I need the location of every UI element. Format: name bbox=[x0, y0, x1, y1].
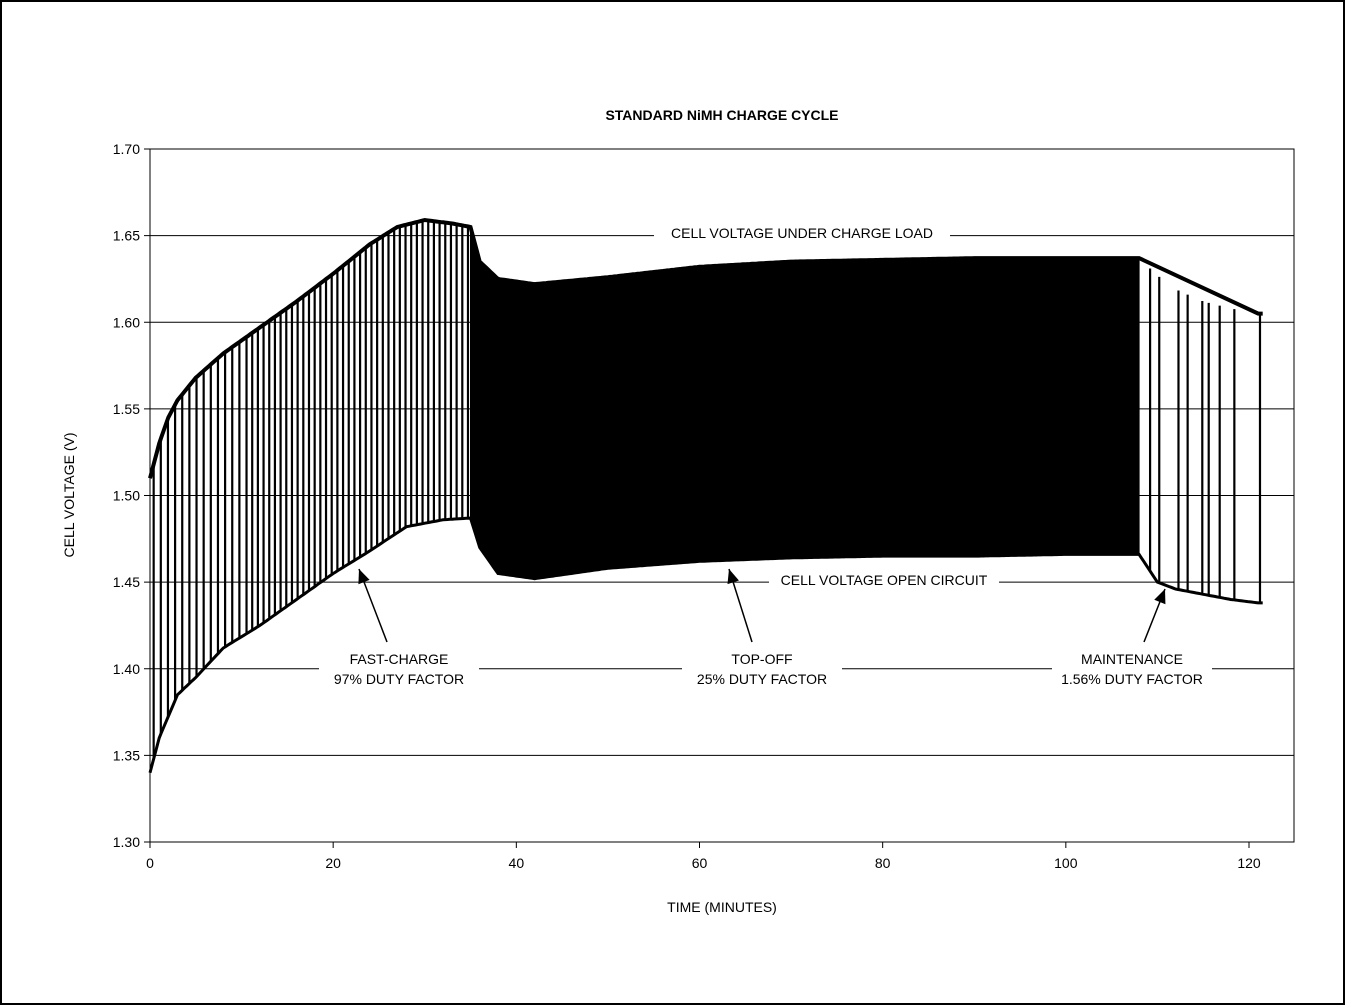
y-tick-label: 1.65 bbox=[113, 228, 140, 244]
arrow-maintenance-head bbox=[1154, 589, 1166, 605]
x-axis: 0 20 40 60 80 100 120 bbox=[146, 842, 1261, 871]
y-tick-label: 1.35 bbox=[113, 747, 140, 763]
annotation-under-load: CELL VOLTAGE UNDER CHARGE LOAD bbox=[671, 225, 933, 241]
chart-title: STANDARD NiMH CHARGE CYCLE bbox=[605, 107, 838, 123]
y-tick-label: 1.45 bbox=[113, 574, 140, 590]
x-tick-label: 0 bbox=[146, 855, 154, 871]
x-tick-label: 40 bbox=[509, 855, 525, 871]
annotations: CELL VOLTAGE UNDER CHARGE LOAD CELL VOLTA… bbox=[319, 222, 1212, 691]
y-axis-label: CELL VOLTAGE (V) bbox=[61, 433, 77, 558]
y-tick-label: 1.30 bbox=[113, 834, 140, 850]
annotation-maintenance-line: 1.56% DUTY FACTOR bbox=[1061, 671, 1203, 687]
annotation-under-load-bg bbox=[654, 222, 950, 242]
arrow-top-off-head bbox=[727, 569, 739, 585]
x-tick-label: 20 bbox=[325, 855, 341, 871]
annotation-top-off-bg bbox=[682, 647, 842, 691]
y-tick-label: 1.55 bbox=[113, 401, 140, 417]
annotation-fast-charge-line: 97% DUTY FACTOR bbox=[334, 671, 464, 687]
plot-area bbox=[148, 217, 1263, 774]
y-tick-label: 1.40 bbox=[113, 661, 140, 677]
annotation-top-off-line: 25% DUTY FACTOR bbox=[697, 671, 827, 687]
y-axis: 1.30 1.35 1.40 1.45 1.50 1.55 1.60 1.65 1.70 bbox=[113, 141, 150, 850]
x-axis-label: TIME (MINUTES) bbox=[667, 899, 777, 915]
annotation-open-circuit: CELL VOLTAGE OPEN CIRCUIT bbox=[781, 572, 988, 588]
series-line-open-circuit bbox=[148, 516, 1263, 774]
annotation-maintenance-bg bbox=[1052, 647, 1212, 691]
annotation-maintenance-line: MAINTENANCE bbox=[1081, 651, 1183, 667]
x-tick-label: 60 bbox=[692, 855, 708, 871]
y-tick-label: 1.70 bbox=[113, 141, 140, 157]
annotation-fast-charge-line: FAST-CHARGE bbox=[350, 651, 449, 667]
y-tick-label: 1.60 bbox=[113, 314, 140, 330]
annotation-fast-charge-bg bbox=[319, 647, 479, 691]
x-tick-label: 80 bbox=[875, 855, 891, 871]
series-line-under-load bbox=[148, 217, 1263, 479]
arrow-fast-charge-head bbox=[358, 569, 370, 585]
x-tick-label: 120 bbox=[1237, 855, 1261, 871]
x-tick-label: 100 bbox=[1054, 855, 1078, 871]
y-tick-label: 1.50 bbox=[113, 488, 140, 504]
annotation-open-circuit-bg bbox=[769, 569, 999, 589]
annotation-top-off-line: TOP-OFF bbox=[731, 651, 792, 667]
